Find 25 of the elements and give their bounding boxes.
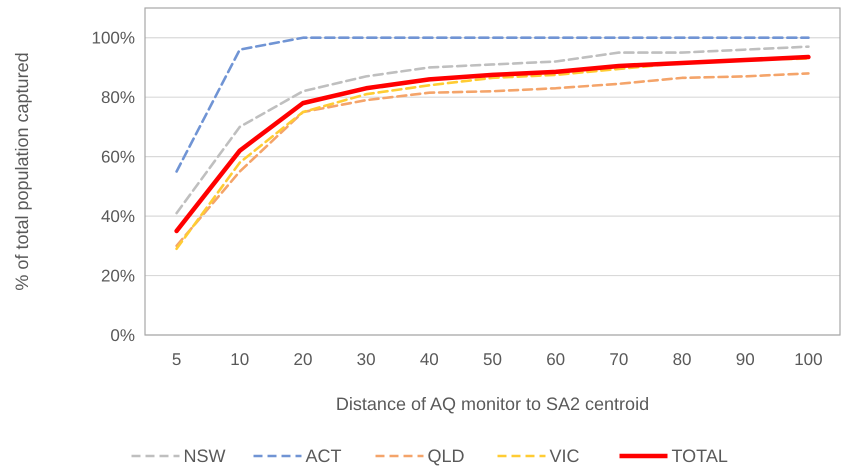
line-series	[175, 45, 810, 214]
legend-label: NSW	[184, 446, 226, 466]
x-tick-label: 40	[420, 350, 439, 369]
x-tick-label: 20	[293, 350, 312, 369]
x-tick-label: 10	[230, 350, 250, 369]
y-axis-title: % of total population captured	[12, 52, 32, 291]
y-tick-label: 80%	[100, 88, 135, 108]
y-tick-label: 40%	[100, 207, 135, 226]
x-axis-title: Distance of AQ monitor to SA2 centroid	[336, 394, 650, 414]
x-tick-label: 90	[736, 350, 755, 369]
x-tick-label: 60	[546, 350, 566, 369]
y-tick-label: 20%	[100, 266, 135, 286]
x-tick-label: 100	[794, 350, 823, 369]
y-tick-label: 60%	[100, 148, 135, 167]
x-tick-label: 5	[172, 350, 182, 369]
legend-label: TOTAL	[672, 446, 728, 466]
x-tick-label: 50	[483, 350, 502, 369]
legend-label: VIC	[550, 446, 580, 466]
y-tick-label: 0%	[110, 326, 135, 345]
x-tick-label: 30	[356, 350, 376, 369]
x-tick-label: 70	[609, 350, 628, 369]
legend-label: QLD	[428, 446, 465, 466]
x-tick-label: 80	[672, 350, 692, 369]
y-tick-label: 100%	[92, 28, 135, 48]
legend-label: ACT	[306, 446, 342, 466]
